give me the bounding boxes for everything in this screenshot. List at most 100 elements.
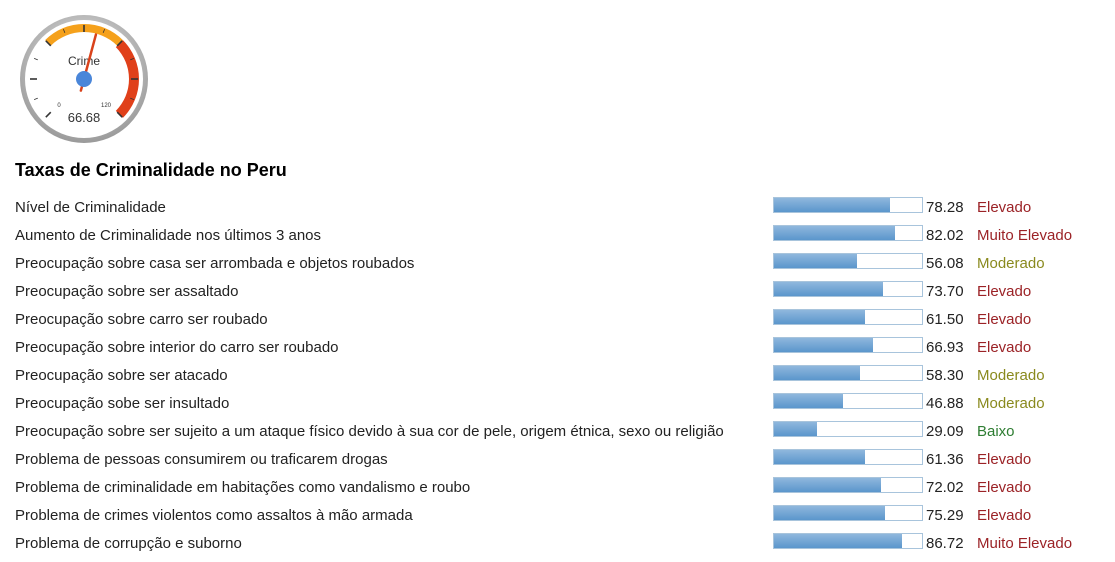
crime-rate-value: 73.70 [926, 283, 964, 300]
crime-rate-row: Aumento de Criminalidade nos últimos 3 a… [0, 221, 1115, 249]
crime-rate-bar [773, 365, 923, 381]
gauge-tick [45, 111, 52, 118]
crime-rate-label: Problema de crimes violentos como assalt… [15, 507, 413, 524]
crime-rate-bar [773, 393, 923, 409]
crime-rate-value: 86.72 [926, 535, 964, 552]
crime-rate-level: Muito Elevado [977, 227, 1073, 244]
crime-rate-label: Preocupação sobre interior do carro ser … [15, 339, 339, 356]
crime-rate-row: Nível de Criminalidade 78.28 Elevado [0, 193, 1115, 221]
crime-rate-row: Preocupação sobre carro ser roubado 61.50… [0, 305, 1115, 333]
crime-rate-level: Muito Elevado [977, 535, 1073, 552]
crime-rate-bar-fill [774, 506, 886, 520]
crime-rate-level: Moderado [977, 395, 1045, 412]
crime-rate-row: Preocupação sobre ser assaltado 73.70 Elev… [0, 277, 1115, 305]
crime-rate-value: 61.36 [926, 451, 964, 468]
crime-rate-level: Elevado [977, 311, 1032, 328]
crime-rate-level: Elevado [977, 283, 1032, 300]
crime-rate-value: 75.29 [926, 507, 964, 524]
crime-rate-row: Preocupação sobe ser insultado 46.88 Moder… [0, 389, 1115, 417]
crime-rate-row: Preocupação sobre ser sujeito a um ataqu… [0, 417, 1115, 445]
crime-gauge: Crime 0 120 66.68 [19, 14, 149, 144]
gauge-tick [33, 57, 38, 61]
crime-rate-value: 78.28 [926, 199, 964, 216]
gauge-tick [33, 97, 38, 101]
gauge-label: Crime [68, 54, 100, 68]
crime-rate-bar-fill [774, 534, 903, 548]
crime-rate-value: 29.09 [926, 423, 964, 440]
gauge-tick [62, 28, 66, 33]
crime-rate-bar [773, 281, 923, 297]
crime-rate-value: 61.50 [926, 311, 964, 328]
crime-rate-row: Problema de pessoas consumirem ou trafic… [0, 445, 1115, 473]
crime-rate-label: Preocupação sobre carro ser roubado [15, 311, 268, 328]
crime-rate-bar [773, 225, 923, 241]
crime-rate-row: Preocupação sobre ser atacado 58.30 Modera… [0, 361, 1115, 389]
crime-rate-bar-fill [774, 422, 818, 436]
crime-rate-bar [773, 477, 923, 493]
crime-rate-bar-fill [774, 338, 874, 352]
gauge-bands [45, 24, 139, 118]
crime-rate-value: 58.30 [926, 367, 964, 384]
crime-rate-bar-fill [774, 254, 857, 268]
crime-rate-bar-fill [774, 198, 890, 212]
crime-rate-label: Nível de Criminalidade [15, 199, 166, 216]
crime-rate-bar-fill [774, 450, 865, 464]
gauge-band-orange [45, 24, 123, 46]
crime-rate-row: Problema de corrupção e suborno 86.72 Muit… [0, 529, 1115, 557]
crime-rate-level: Elevado [977, 451, 1032, 468]
gauge-tick [130, 97, 135, 101]
crime-rate-value: 72.02 [926, 479, 964, 496]
crime-rate-label: Problema de pessoas consumirem ou trafic… [15, 451, 388, 468]
crime-rate-list: Nível de Criminalidade 78.28 Elevado Aument… [0, 193, 1115, 557]
gauge-band-red [115, 40, 139, 118]
crime-rate-value: 66.93 [926, 339, 964, 356]
crime-rate-bar [773, 449, 923, 465]
crime-rate-label: Preocupação sobre ser sujeito a um ataqu… [15, 423, 724, 440]
crime-rate-level: Elevado [977, 199, 1032, 216]
crime-rate-bar [773, 533, 923, 549]
crime-rate-bar [773, 253, 923, 269]
crime-rate-label: Aumento de Criminalidade nos últimos 3 a… [15, 227, 321, 244]
crime-rate-bar [773, 197, 923, 213]
crime-rate-label: Preocupação sobre ser assaltado [15, 283, 239, 300]
crime-rate-label: Preocupação sobre ser atacado [15, 367, 228, 384]
crime-rate-bar-fill [774, 366, 861, 380]
crime-rate-value: 46.88 [926, 395, 964, 412]
crime-rate-label: Problema de criminalidade em habitações … [15, 479, 471, 496]
crime-rate-label: Problema de corrupção e suborno [15, 535, 242, 552]
gauge-min-label: 0 [57, 103, 61, 109]
crime-rate-bar [773, 505, 923, 521]
gauge-hub [76, 71, 92, 87]
gauge-tick [116, 40, 123, 47]
crime-rate-value: 56.08 [926, 255, 964, 272]
gauge-tick [130, 57, 135, 61]
crime-rate-row: Preocupação sobre casa ser arrombada e o… [0, 249, 1115, 277]
gauge-tick [102, 28, 106, 33]
crime-rate-level: Elevado [977, 507, 1032, 524]
crime-gauge-svg: Crime 0 120 66.68 [20, 15, 148, 143]
crime-rate-bar-fill [774, 226, 896, 240]
crime-rate-level: Elevado [977, 339, 1032, 356]
crime-rate-row: Problema de crimes violentos como assalt… [0, 501, 1115, 529]
crime-rate-bar-fill [774, 282, 884, 296]
gauge-tick [116, 111, 123, 118]
crime-rate-level: Moderado [977, 367, 1045, 384]
crime-rate-row: Preocupação sobre interior do carro ser … [0, 333, 1115, 361]
crime-rate-bar [773, 309, 923, 325]
crime-rate-level: Baixo [977, 423, 1015, 440]
gauge-value: 66.68 [68, 110, 101, 125]
crime-rate-row: Problema de criminalidade em habitações … [0, 473, 1115, 501]
gauge-max-label: 120 [101, 103, 112, 109]
crime-rate-level: Moderado [977, 255, 1045, 272]
crime-rate-bar [773, 337, 923, 353]
crime-rate-label: Preocupação sobe ser insultado [15, 395, 230, 412]
gauge-tick [45, 40, 52, 47]
crime-rate-value: 82.02 [926, 227, 964, 244]
crime-rate-level: Elevado [977, 479, 1032, 496]
crime-rate-bar [773, 421, 923, 437]
crime-rate-bar-fill [774, 394, 844, 408]
page-title: Taxas de Criminalidade no Peru [15, 160, 287, 180]
crime-rate-bar-fill [774, 478, 881, 492]
crime-rate-bar-fill [774, 310, 866, 324]
gauge-ticks [30, 25, 138, 118]
